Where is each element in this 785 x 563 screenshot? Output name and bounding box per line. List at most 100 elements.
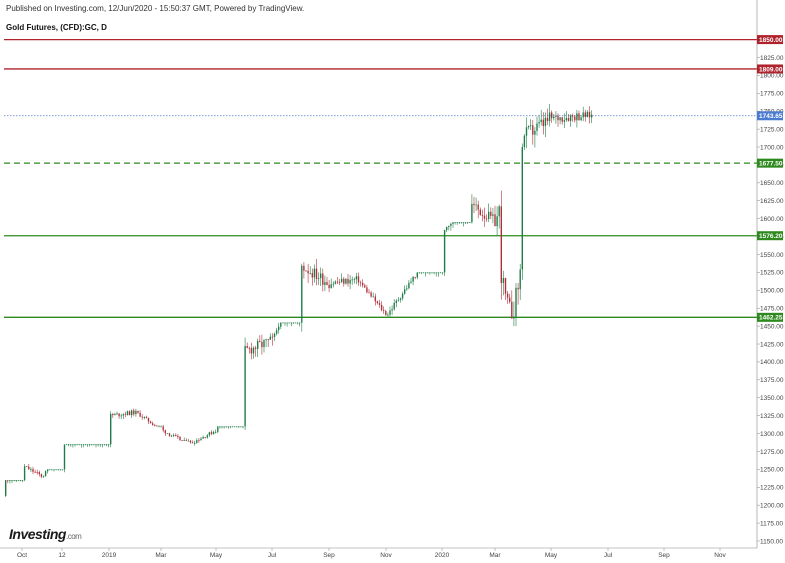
candle-body: [462, 222, 465, 224]
candle-body: [540, 119, 542, 122]
candle-body: [433, 272, 435, 274]
candle-body: [420, 272, 423, 274]
candle-body: [271, 336, 274, 338]
candle-body: [387, 314, 389, 316]
candle-body: [242, 426, 244, 428]
candle-body: [345, 278, 347, 284]
candle-body: [401, 293, 404, 299]
candle-body: [11, 480, 13, 481]
candle-body: [259, 340, 261, 342]
candle-body: [227, 426, 229, 428]
candle-body: [269, 336, 271, 340]
candle-body: [236, 426, 238, 428]
candle-body: [221, 426, 223, 428]
candle-body: [257, 340, 259, 349]
candle-body: [204, 437, 206, 438]
candle-body: [112, 413, 114, 416]
y-tick-label: 1400.00: [760, 359, 784, 366]
candle-body: [229, 426, 232, 428]
y-tick-label: 1300.00: [760, 431, 784, 438]
candle-body: [9, 480, 11, 481]
level-tag: [757, 158, 783, 168]
candle-body: [509, 297, 511, 302]
y-tick-label: 1425.00: [760, 341, 784, 348]
candle-body: [47, 469, 49, 472]
candle-body: [406, 288, 408, 290]
candle-body: [422, 272, 425, 274]
candle-body: [194, 442, 196, 444]
candle-body: [391, 309, 393, 311]
y-tick-label: 1375.00: [760, 377, 784, 384]
candle-body: [210, 432, 213, 434]
candle-body: [74, 444, 76, 446]
candle-body: [378, 303, 381, 305]
candle-body: [173, 434, 175, 436]
x-tick-label: Sep: [658, 552, 670, 559]
candle-body: [292, 322, 295, 324]
candle-body: [464, 222, 467, 224]
candle-body: [183, 440, 185, 442]
candle-body: [385, 311, 387, 316]
candle-body: [506, 293, 509, 298]
level-tag: [757, 312, 783, 322]
candle-body: [145, 417, 148, 418]
candle-body: [103, 444, 106, 446]
candle-body: [68, 444, 70, 446]
candle-body: [57, 469, 59, 471]
candle-body: [187, 440, 190, 442]
candle-body: [208, 432, 211, 436]
candle-body: [166, 433, 169, 435]
candle-body: [584, 112, 586, 117]
candle-body: [198, 440, 200, 441]
candle-body: [17, 480, 19, 481]
candle-body: [51, 469, 53, 471]
candle-body: [200, 438, 202, 441]
candle-body: [299, 322, 301, 324]
candle-body: [217, 426, 219, 432]
candle-body: [250, 348, 253, 354]
candle-body: [320, 273, 322, 279]
y-tick-label: 1325.00: [760, 413, 784, 420]
candle-body: [559, 117, 561, 121]
x-tick-label: Mar: [489, 552, 501, 559]
candle-body: [177, 435, 179, 438]
candle-body: [473, 203, 475, 206]
candle-body: [70, 444, 72, 446]
candle-body: [500, 206, 502, 284]
level-labels: 1850.00 1809.00 1743.65 1677.50 1576.20 1462.…: [757, 35, 783, 322]
candle-body: [154, 425, 156, 426]
candle-body: [435, 272, 437, 274]
candlesticks: [5, 104, 593, 497]
candle-body: [418, 272, 421, 274]
candle-body: [141, 416, 143, 418]
candle-body: [265, 339, 267, 341]
candle-body: [124, 414, 127, 416]
candle-body: [240, 426, 242, 428]
candle-body: [450, 223, 452, 226]
y-tick-label: 1725.00: [760, 126, 784, 133]
candle-body: [399, 298, 402, 300]
y-tick-label: 1175.00: [760, 520, 783, 527]
candle-body: [324, 282, 326, 285]
candle-body: [175, 434, 177, 436]
candle-body: [553, 116, 555, 119]
candle-body: [28, 466, 30, 470]
candle-body: [395, 300, 397, 303]
candle-body: [576, 113, 578, 121]
candle-body: [481, 214, 484, 216]
candle-body: [334, 281, 337, 284]
candle-body: [116, 413, 118, 415]
y-tick-label: 1775.00: [760, 91, 784, 98]
candle-body: [532, 125, 534, 135]
candle-body: [122, 414, 124, 416]
candle-body: [158, 426, 160, 428]
candle-body: [504, 277, 507, 294]
candle-body: [357, 276, 360, 283]
candle-body: [393, 302, 395, 310]
candle-body: [416, 272, 418, 278]
candle-body: [460, 222, 463, 224]
x-tick-label: May: [210, 552, 223, 559]
candle-body: [429, 272, 431, 274]
candle-body: [196, 440, 198, 443]
